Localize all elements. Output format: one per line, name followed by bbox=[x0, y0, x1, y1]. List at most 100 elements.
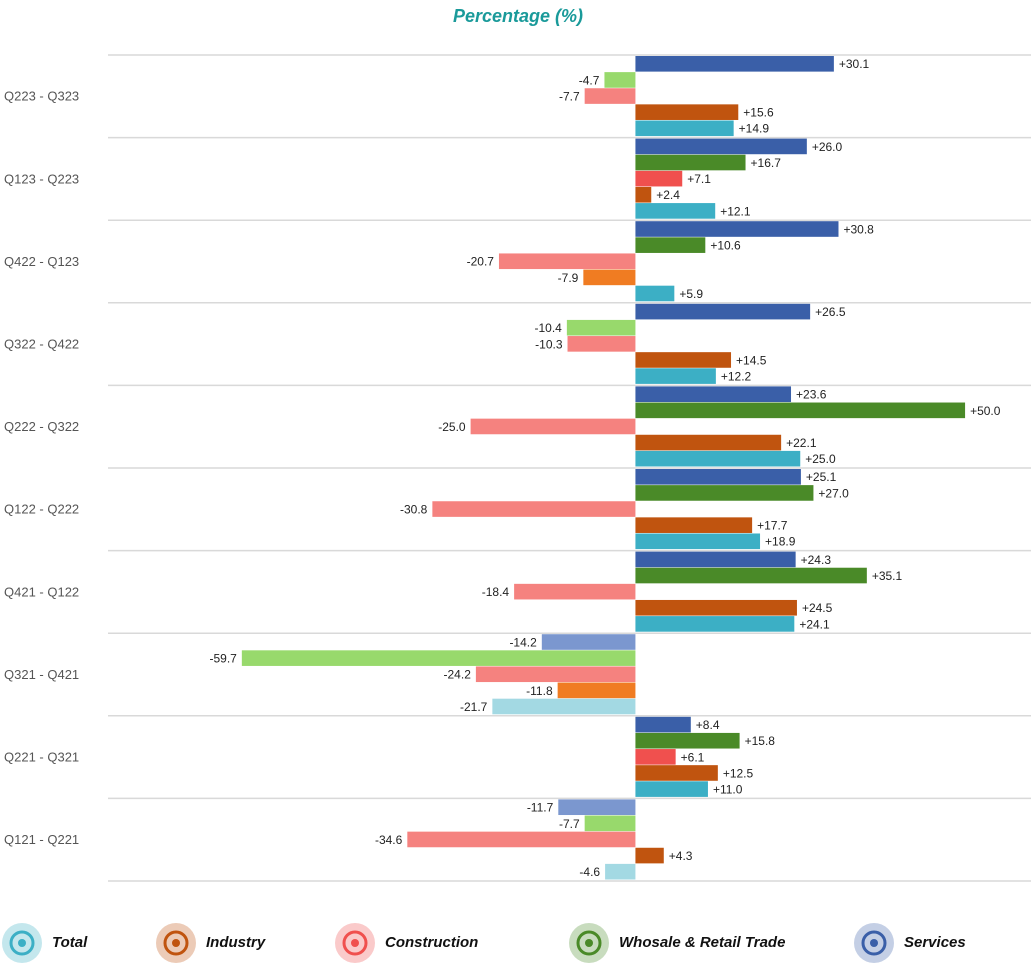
data-label: +12.1 bbox=[720, 204, 751, 218]
bar bbox=[498, 253, 636, 270]
bar bbox=[475, 666, 636, 683]
bar bbox=[567, 336, 636, 352]
data-label: -4.7 bbox=[579, 73, 600, 87]
bar bbox=[635, 434, 782, 451]
data-label: -24.2 bbox=[444, 668, 472, 682]
bar bbox=[635, 749, 676, 765]
data-label: +10.6 bbox=[710, 239, 741, 253]
y-tick-label: Q121 - Q221 bbox=[4, 832, 79, 847]
bar bbox=[635, 716, 691, 733]
data-label: +22.1 bbox=[786, 436, 817, 450]
data-label: +24.3 bbox=[801, 553, 832, 567]
data-label: +16.7 bbox=[751, 156, 782, 170]
data-label: +23.6 bbox=[796, 388, 827, 402]
chart-title: Percentage (%) bbox=[453, 6, 583, 26]
data-label: +6.1 bbox=[681, 750, 705, 764]
data-label: +12.2 bbox=[721, 370, 752, 384]
data-label: +7.1 bbox=[687, 172, 711, 186]
y-tick-label: Q422 - Q123 bbox=[4, 254, 79, 269]
legend-label: Total bbox=[52, 934, 88, 951]
data-label: -4.6 bbox=[579, 865, 600, 879]
bar bbox=[635, 551, 796, 568]
bar bbox=[635, 352, 732, 368]
y-tick-label: Q321 - Q421 bbox=[4, 667, 79, 682]
bar bbox=[635, 469, 801, 485]
data-label: -10.4 bbox=[535, 321, 563, 335]
bar bbox=[635, 170, 683, 187]
bar bbox=[432, 501, 636, 517]
data-label: +14.9 bbox=[739, 122, 770, 136]
y-tick-label: Q421 - Q122 bbox=[4, 584, 79, 599]
bar bbox=[635, 237, 706, 253]
legend-label: Industry bbox=[206, 934, 266, 951]
legend-icon-inner bbox=[163, 930, 189, 956]
legend-label: Services bbox=[904, 934, 966, 951]
bar bbox=[635, 533, 761, 550]
data-label: +30.8 bbox=[843, 222, 874, 236]
bar bbox=[558, 799, 636, 816]
bar bbox=[635, 104, 739, 120]
legend-icon-dot bbox=[172, 939, 180, 947]
bar bbox=[604, 72, 636, 88]
legend-icon-inner bbox=[342, 930, 368, 956]
legend-icon-dot bbox=[870, 939, 878, 947]
data-label: +17.7 bbox=[757, 519, 788, 533]
bar bbox=[635, 56, 834, 72]
bar bbox=[541, 634, 636, 650]
legend-icon-dot bbox=[18, 939, 26, 947]
bar bbox=[566, 319, 636, 336]
data-label: +26.0 bbox=[812, 140, 843, 154]
data-label: +24.1 bbox=[799, 617, 830, 631]
legend-icon-inner bbox=[861, 930, 887, 956]
legend-icon-inner bbox=[9, 930, 35, 956]
bar bbox=[241, 650, 636, 666]
data-label: -11.7 bbox=[527, 801, 554, 815]
bar bbox=[635, 186, 652, 203]
y-tick-label: Q221 - Q321 bbox=[4, 750, 79, 765]
data-label: +26.5 bbox=[815, 305, 846, 319]
bar bbox=[635, 765, 718, 781]
data-label: -18.4 bbox=[482, 585, 510, 599]
bar bbox=[635, 203, 716, 219]
bar bbox=[635, 303, 811, 320]
data-label: +25.0 bbox=[805, 452, 836, 466]
bar bbox=[557, 682, 636, 699]
bar bbox=[635, 138, 807, 155]
bar bbox=[635, 485, 814, 501]
bar bbox=[514, 583, 636, 600]
bar bbox=[470, 418, 636, 435]
bar bbox=[635, 781, 708, 797]
bar bbox=[635, 616, 795, 632]
data-label: +11.0 bbox=[713, 783, 743, 797]
data-label: +24.5 bbox=[802, 601, 833, 615]
bar bbox=[635, 221, 839, 237]
y-tick-label: Q122 - Q222 bbox=[4, 502, 79, 517]
bar bbox=[635, 599, 797, 616]
bar bbox=[492, 698, 636, 715]
data-label: +27.0 bbox=[818, 486, 849, 500]
data-label: +25.1 bbox=[806, 470, 837, 484]
bar bbox=[635, 402, 966, 419]
bar bbox=[583, 269, 636, 286]
data-label: -7.7 bbox=[559, 817, 580, 831]
legend-label: Whosale & Retail Trade bbox=[619, 934, 785, 951]
data-label: +4.3 bbox=[669, 849, 693, 863]
data-label: -7.9 bbox=[558, 271, 579, 285]
bar bbox=[635, 847, 664, 864]
data-label: -14.2 bbox=[509, 635, 537, 649]
data-label: +50.0 bbox=[970, 404, 1001, 418]
data-label: -7.7 bbox=[559, 89, 580, 103]
data-label: +2.4 bbox=[656, 188, 680, 202]
data-label: +35.1 bbox=[872, 569, 903, 583]
bar bbox=[635, 567, 867, 584]
y-tick-label: Q222 - Q322 bbox=[4, 419, 79, 434]
bar bbox=[635, 386, 792, 403]
bar bbox=[635, 732, 740, 749]
y-tick-label: Q123 - Q223 bbox=[4, 171, 79, 186]
data-label: -34.6 bbox=[375, 833, 403, 847]
bar bbox=[407, 831, 636, 848]
bar bbox=[635, 120, 734, 137]
legend-icon-inner bbox=[576, 930, 602, 956]
bar bbox=[635, 450, 801, 467]
